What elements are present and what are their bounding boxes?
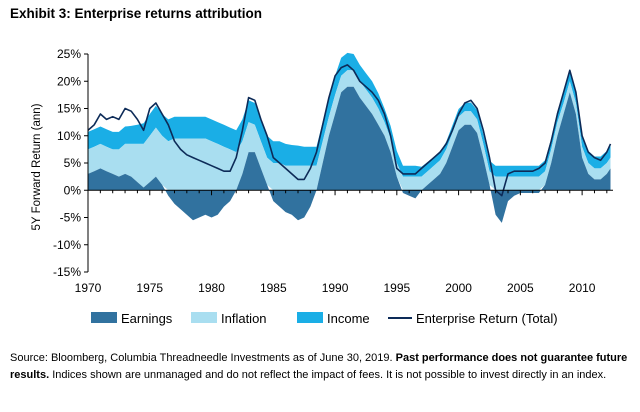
y-tick-label: -10% [53, 238, 81, 252]
source-note-tail: Indices shown are unmanaged and do not r… [49, 369, 607, 381]
axes: 25% 20% 15% 10% 5% 0% -5% -10% -15% 1970 1975 1980 1… [53, 47, 613, 295]
exhibit-title: Exhibit 3: Enterprise returns attributio… [10, 6, 263, 21]
x-tick-label: 1985 [260, 281, 287, 295]
legend-item-inflation: Inflation [191, 311, 267, 326]
x-tick-label: 2010 [569, 281, 596, 295]
total-return-line-group [87, 64, 612, 197]
series-area-earnings [88, 86, 611, 223]
y-tick-label: -5% [60, 211, 82, 225]
y-tick-label: 5% [64, 156, 82, 170]
x-tick-label: 2005 [507, 281, 534, 295]
y-tick-label: -15% [53, 265, 81, 279]
legend-swatch-inflation [191, 312, 217, 323]
legend-item-earnings: Earnings [91, 311, 173, 326]
x-tick-label: 1990 [322, 281, 349, 295]
x-tick-label: 2000 [445, 281, 472, 295]
stacked-areas [88, 52, 611, 223]
x-tick-label: 1970 [75, 281, 102, 295]
y-tick-label: 20% [57, 74, 81, 88]
y-tick-label: 25% [57, 47, 81, 61]
legend: Earnings Inflation Income Enterprise Return… [91, 311, 558, 326]
legend-item-income: Income [297, 311, 370, 326]
series-area-inflation [88, 70, 611, 191]
series-line-enterprise-return [87, 64, 612, 197]
y-tick-label: 0% [64, 183, 82, 197]
legend-swatch-income [297, 312, 323, 323]
enterprise-returns-chart: 25% 20% 15% 10% 5% 0% -5% -10% -15% 1970 1975 1980 1… [31, 47, 613, 326]
y-axis-title: 5Y Forward Return (ann) [31, 103, 43, 230]
x-tick-label: 1975 [136, 281, 163, 295]
legend-swatch-earnings [91, 312, 117, 323]
source-note-disclaimer: Past performance does not guarantee futu… [10, 352, 628, 381]
legend-label-earnings: Earnings [121, 311, 173, 326]
y-tick-label: 15% [57, 102, 81, 116]
legend-item-total: Enterprise Return (Total) [388, 311, 558, 326]
y-tick-label: 10% [57, 129, 81, 143]
legend-label-income: Income [327, 311, 370, 326]
source-note-text: Source: Bloomberg, Columbia Threadneedle… [10, 352, 396, 364]
legend-label-total: Enterprise Return (Total) [416, 311, 558, 326]
x-tick-label: 1980 [198, 281, 225, 295]
legend-label-inflation: Inflation [221, 311, 267, 326]
source-note: Source: Bloomberg, Columbia Threadneedle… [10, 350, 632, 384]
x-tick-label: 1995 [383, 281, 410, 295]
